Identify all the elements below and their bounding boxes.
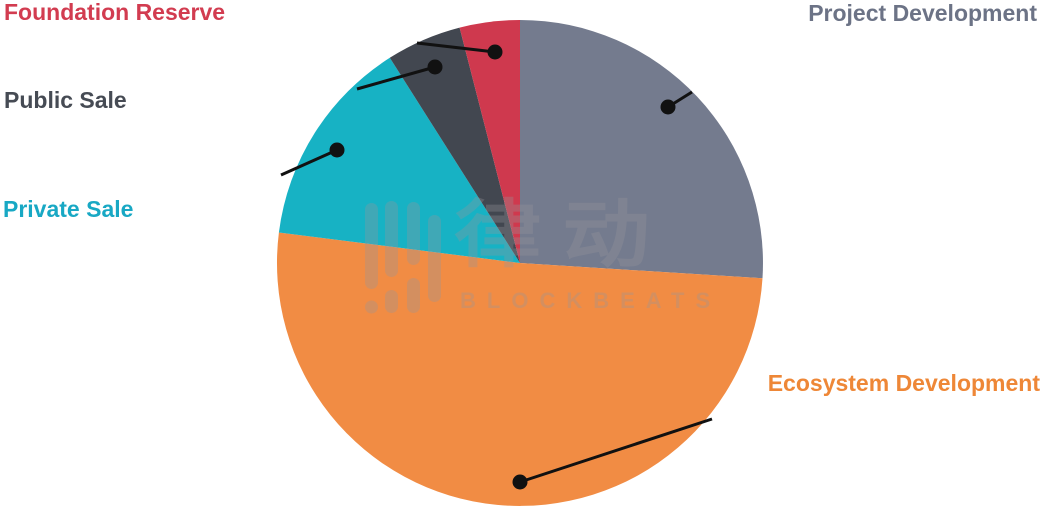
leader-dot-foundation-reserve xyxy=(487,44,503,60)
leader-dot-private-sale xyxy=(329,142,345,158)
label-project-development: Project Development xyxy=(808,0,1037,26)
pie-slice-private-sale xyxy=(278,57,520,263)
label-public-sale: Public Sale xyxy=(4,87,127,113)
pie-slice-ecosystem-development xyxy=(276,232,763,506)
leader-dot-ecosystem-development xyxy=(512,474,528,490)
leader-dot-project-development xyxy=(660,99,676,115)
label-private-sale: Private Sale xyxy=(3,196,134,222)
leader-line-foundation-reserve xyxy=(416,41,496,54)
leader-line-ecosystem-development xyxy=(519,417,713,484)
pie-slice-project-development xyxy=(520,20,763,279)
pie-slice-foundation-reserve xyxy=(459,19,520,263)
leader-line-public-sale xyxy=(356,65,436,91)
label-foundation-reserve: Foundation Reserve xyxy=(4,0,226,25)
leader-line-private-sale xyxy=(280,148,338,177)
pie-slice-public-sale xyxy=(389,27,520,263)
label-ecosystem-development: Ecosystem Development xyxy=(767,370,1040,396)
leader-dot-public-sale xyxy=(427,59,443,75)
